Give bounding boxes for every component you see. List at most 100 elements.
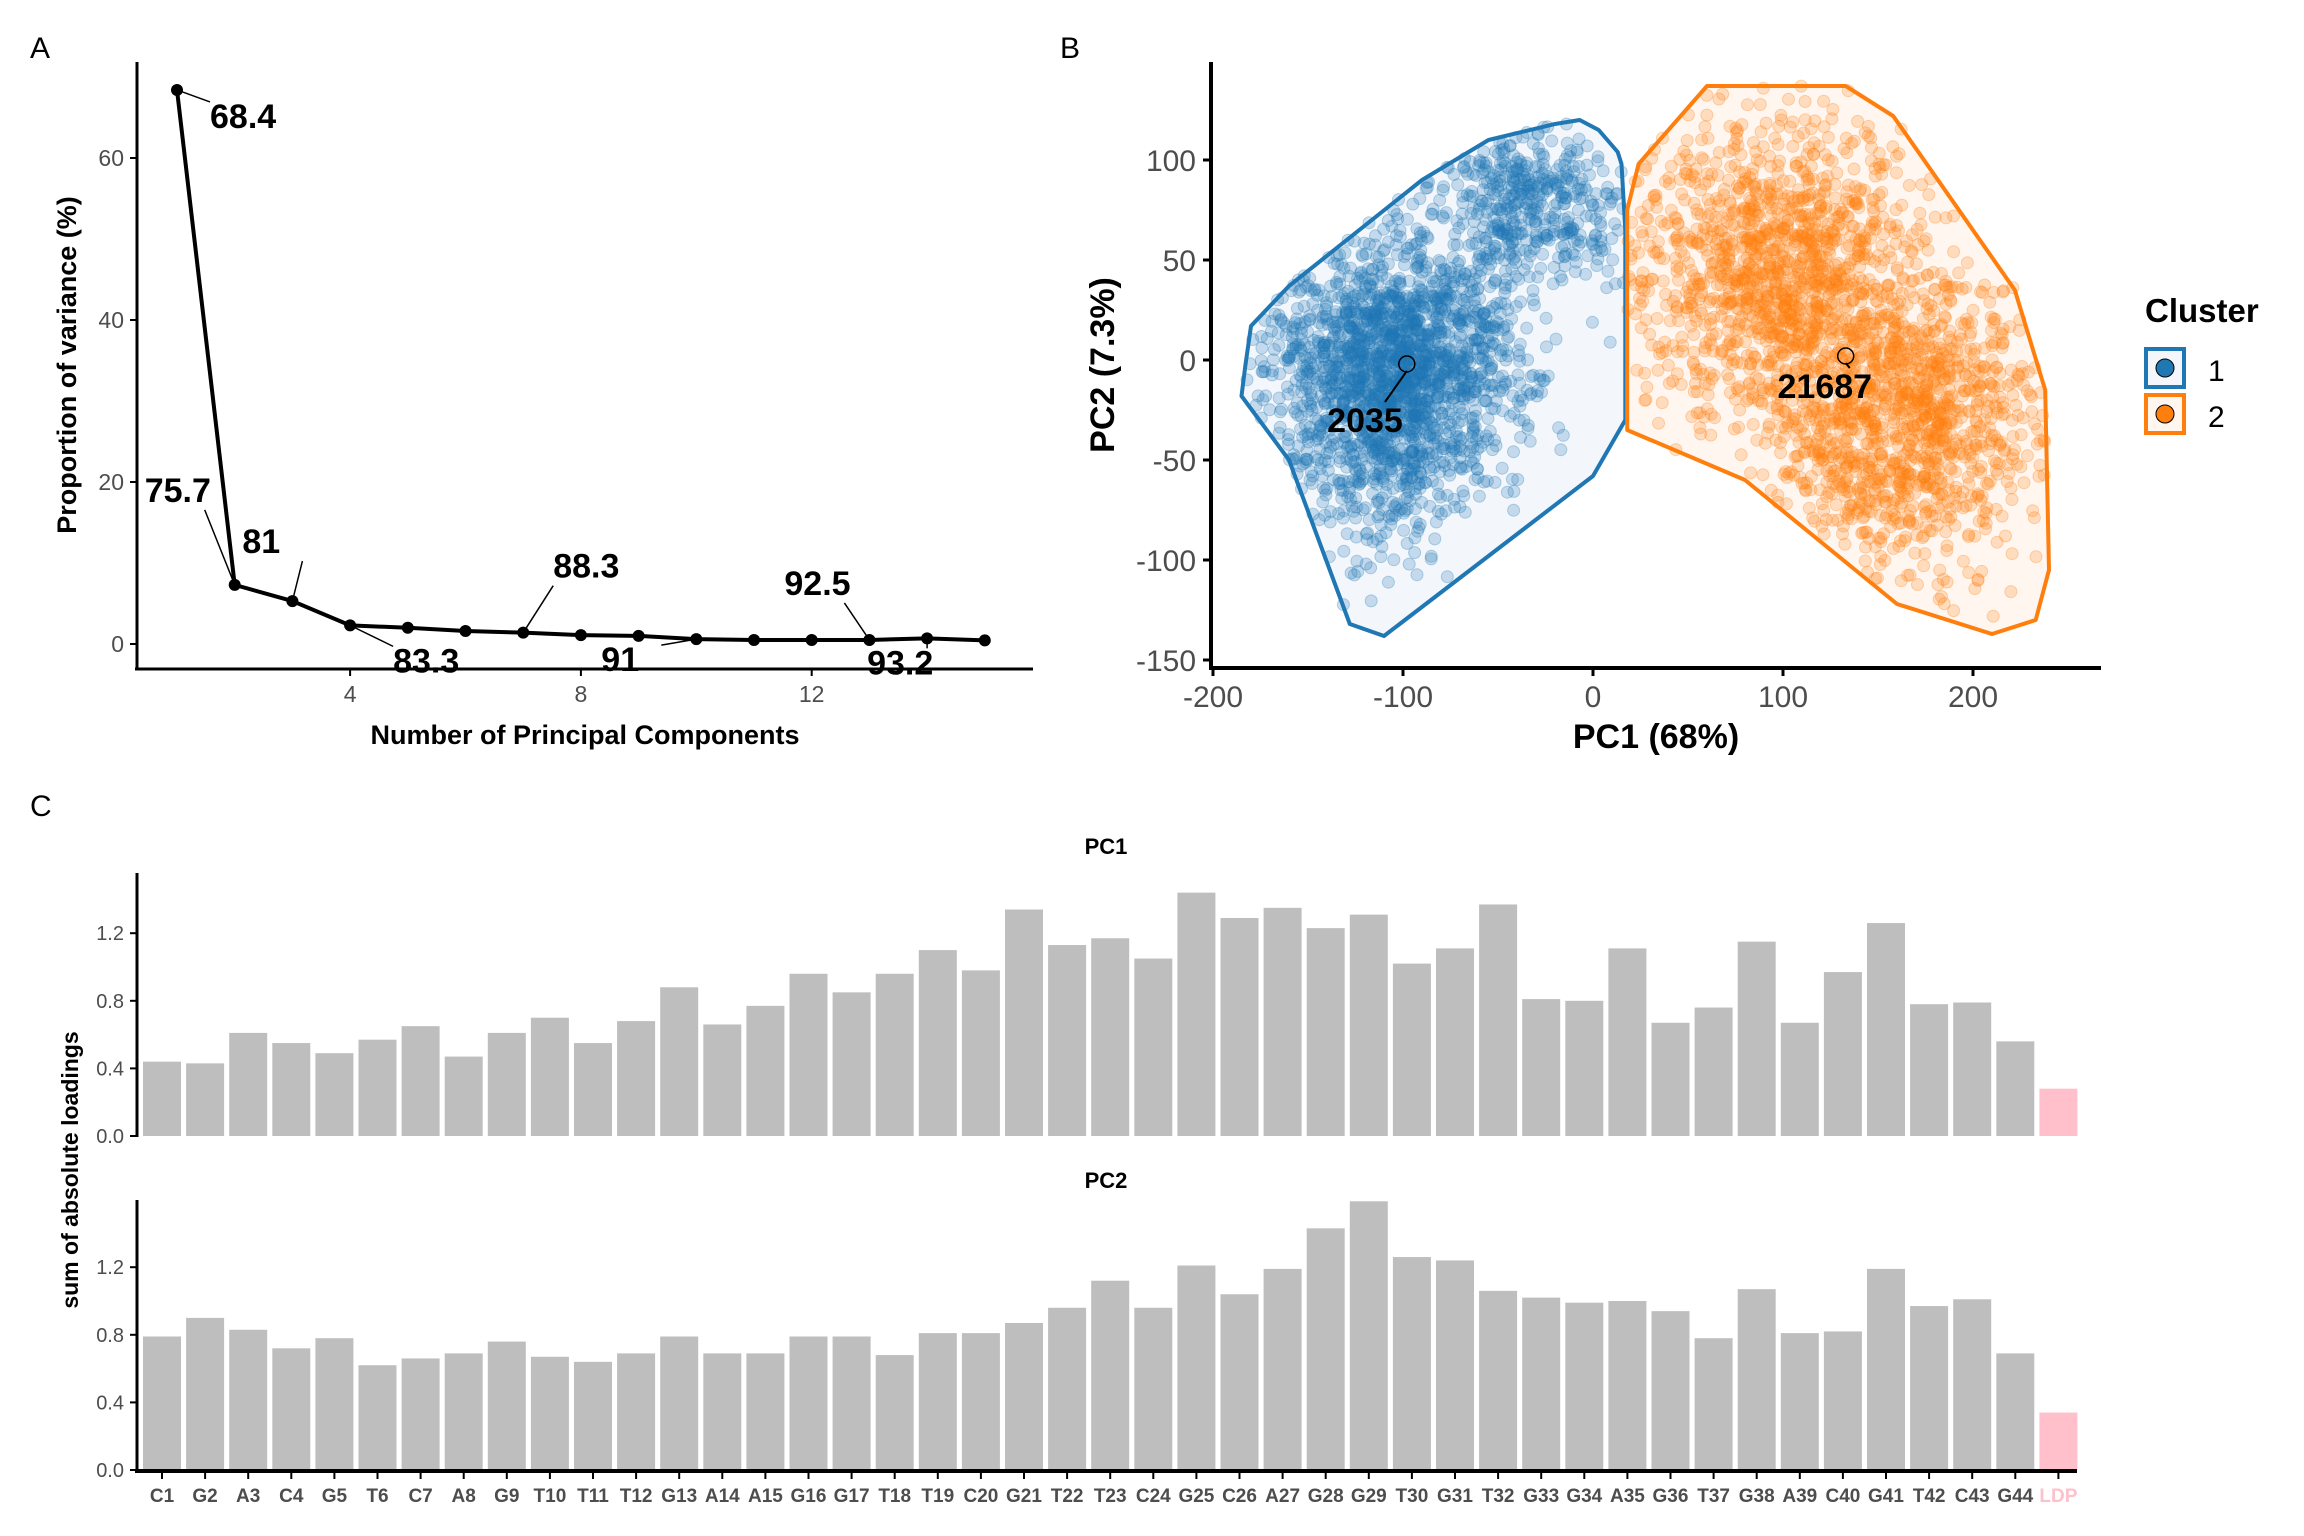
- scatter-point: [1482, 262, 1495, 276]
- scatter-point: [1408, 374, 1422, 388]
- scatter-point: [1535, 182, 1549, 196]
- scatter-point: [1867, 278, 1881, 292]
- scatter-point: [1955, 282, 1969, 296]
- scatter-point: [1670, 264, 1684, 278]
- scatter-point: [1827, 409, 1841, 423]
- scatter-point: [1944, 294, 1958, 308]
- scatter-point: [1394, 385, 1408, 399]
- scatter-points: [1240, 79, 2052, 623]
- scatter-point: [1690, 367, 1703, 381]
- scatter-point: [1759, 334, 1773, 348]
- scatter-point: [1364, 329, 1378, 343]
- scatter-point: [1792, 260, 1806, 274]
- scatter-point: [1352, 469, 1366, 483]
- scatter-point: [2032, 469, 2046, 483]
- scatter-point: [1408, 531, 1422, 545]
- scatter-point: [1449, 302, 1463, 316]
- scatter-point: [1466, 393, 1480, 407]
- scatter-point: [1753, 154, 1767, 168]
- scatter-point: [1922, 339, 1936, 353]
- scatter-point: [1525, 187, 1539, 201]
- scatter-point: [1677, 144, 1691, 158]
- y-tick-label: 0: [111, 631, 124, 657]
- scatter-point: [2027, 511, 2041, 525]
- scatter-point: [1928, 282, 1942, 296]
- scatter-point: [1462, 381, 1476, 395]
- scatter-point: [1663, 314, 1677, 328]
- annotation-label: 75.7: [145, 472, 211, 510]
- scatter-point: [1555, 189, 1569, 203]
- scatter-point: [1571, 203, 1585, 217]
- scatter-point: [1327, 397, 1341, 411]
- x-tick-label: 4: [344, 681, 357, 707]
- scatter-point: [1422, 412, 1436, 426]
- scatter-point: [1453, 330, 1467, 344]
- scatter-point: [1411, 459, 1425, 473]
- scatter-point: [1448, 411, 1461, 425]
- scatter-point: [1409, 261, 1423, 275]
- scatter-point: [1425, 416, 1439, 430]
- scatter-point: [2005, 493, 2019, 506]
- scatter-point: [1511, 473, 1525, 486]
- scatter-point: [1385, 219, 1399, 233]
- scatter-point: [1364, 594, 1378, 608]
- scatter-point: [1944, 446, 1958, 459]
- scatter-point: [1934, 267, 1948, 280]
- scatter-point: [1520, 257, 1534, 270]
- scatter-point: [1988, 312, 2002, 326]
- scatter-point: [1883, 349, 1897, 363]
- scatter-point: [1905, 228, 1919, 242]
- scatter-point: [1594, 240, 1608, 254]
- scatter-point: [1533, 372, 1547, 386]
- scatter-point: [1517, 413, 1531, 427]
- scatter-point: [1315, 428, 1329, 442]
- scatter-point: [1424, 400, 1438, 414]
- scatter-point: [1792, 317, 1806, 331]
- scatter-point: [1388, 499, 1402, 513]
- scatter-point: [1480, 205, 1494, 219]
- scatter-point: [1441, 382, 1455, 396]
- scatter-point: [1855, 309, 1869, 323]
- y-axis-title: Proportion of variance (%): [52, 196, 82, 534]
- scatter-point: [1913, 206, 1927, 220]
- scatter-point: [1369, 390, 1383, 404]
- scatter-point: [1664, 203, 1678, 217]
- scatter-point: [1816, 449, 1829, 463]
- scatter-point: [1805, 316, 1819, 330]
- scatter-point: [1589, 212, 1603, 226]
- scatter-point: [1825, 112, 1839, 126]
- scatter-point: [1333, 455, 1347, 468]
- scatter-point: [1716, 272, 1730, 286]
- scatter-point: [1704, 428, 1718, 442]
- scatter-point: [1358, 271, 1372, 285]
- scatter-point: [1431, 487, 1445, 501]
- scatter-point: [1920, 476, 1934, 490]
- annotation-label: 81: [242, 523, 280, 561]
- scatter-point: [1348, 455, 1362, 469]
- scatter-point: [1896, 486, 1910, 500]
- scatter-point: [1591, 150, 1605, 164]
- scatter-point: [1914, 218, 1928, 232]
- scatter-point: [1917, 234, 1931, 248]
- scatter-point: [1443, 425, 1457, 439]
- scatter-point: [1341, 349, 1355, 362]
- scatter-point: [1313, 426, 1327, 440]
- scatter-point: [2006, 430, 2020, 443]
- scatter-point: [1994, 326, 2008, 340]
- scatter-point: [1311, 429, 1325, 443]
- scatter-point: [1905, 448, 1919, 462]
- scatter-point: [1399, 344, 1413, 358]
- scatter-point: [1884, 251, 1898, 265]
- scatter-point: [1704, 407, 1718, 421]
- scatter-point: [1512, 243, 1526, 257]
- scatter-point: [1344, 566, 1358, 580]
- scatter-point: [1420, 181, 1434, 195]
- scatter-point: [2015, 359, 2029, 373]
- scatter-point: [1516, 184, 1530, 198]
- scatter-point: [1402, 380, 1416, 393]
- scatter-point: [1400, 453, 1414, 467]
- scatter-point: [1969, 404, 1983, 418]
- scatter-point: [1442, 345, 1456, 359]
- scatter-point: [1329, 356, 1343, 370]
- scatter-point: [1515, 393, 1529, 407]
